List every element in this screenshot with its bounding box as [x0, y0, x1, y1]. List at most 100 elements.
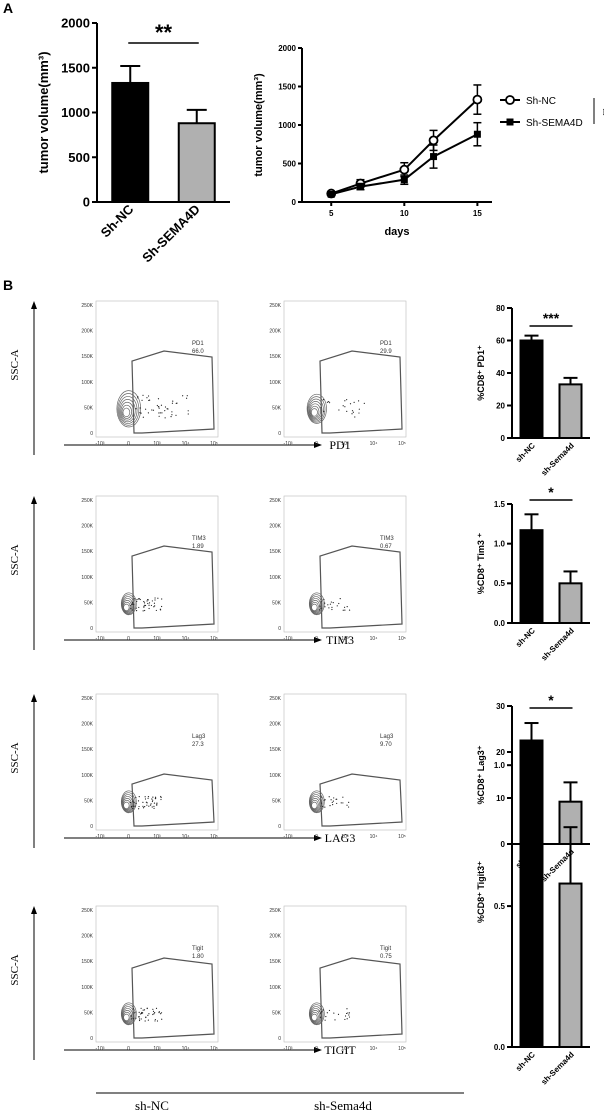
- density-contour: [309, 403, 321, 419]
- density-contour: [121, 1006, 135, 1024]
- event-dot: [164, 417, 166, 419]
- event-dot: [157, 597, 159, 599]
- flow-y-tick-label: 50K: [272, 600, 282, 606]
- event-dot: [134, 598, 136, 600]
- event-dot: [154, 605, 156, 607]
- data-point: [327, 190, 335, 198]
- event-dot: [142, 801, 144, 803]
- bar-sh-nc: [111, 81, 150, 203]
- event-dot: [160, 795, 162, 798]
- group-label-sh-sema4d: sh-Sema4d: [314, 1098, 372, 1113]
- density-contour: [309, 792, 324, 813]
- flow-y-tick-label: 200K: [269, 329, 281, 335]
- flow-x-tick-label: 10³: [153, 636, 161, 642]
- event-dot: [138, 805, 140, 808]
- event-dot: [155, 609, 157, 612]
- bar-sh-sema4d: [558, 882, 583, 1049]
- category-label: sh-NC: [514, 1050, 537, 1073]
- event-dot: [154, 597, 156, 599]
- panel-label-a: A: [3, 0, 13, 16]
- density-contour: [121, 792, 136, 813]
- event-dot: [348, 801, 350, 804]
- plot-frame: [283, 693, 407, 831]
- event-dot: [358, 412, 360, 414]
- y-tick-label: 500: [68, 150, 90, 165]
- y-tick-label: 2000: [61, 16, 90, 31]
- density-contour: [308, 790, 325, 814]
- event-dot: [344, 406, 346, 408]
- event-dot: [153, 1013, 155, 1015]
- event-dot: [138, 796, 140, 798]
- flow-y-tick-label: 0: [90, 431, 93, 437]
- gate-name: TIM3: [192, 536, 206, 542]
- flow-y-tick-label: 0: [278, 824, 281, 830]
- flow-x-tick-label: 10⁵: [210, 834, 218, 840]
- gate-percentage: 1.80: [192, 954, 204, 960]
- marker-label: TIM3: [326, 633, 354, 647]
- line-chart-a2: 0 500 1000 1500 2000 5 10 15 days tumor volume(mm…: [253, 44, 604, 238]
- event-dot: [156, 803, 158, 805]
- y-tick-label: 1500: [278, 83, 296, 92]
- y-tick-label: 0: [292, 198, 297, 207]
- flow-y-tick-label: 50K: [84, 1010, 94, 1016]
- arrow-head: [314, 835, 322, 841]
- density-contour: [310, 799, 319, 810]
- gate-percentage: 1.89: [192, 544, 204, 550]
- flow-y-tick-label: 250K: [269, 303, 281, 309]
- event-dot: [153, 805, 155, 807]
- category-label: sh-Sema4d: [539, 626, 576, 663]
- category-label: sh-Sema4d: [539, 1050, 576, 1087]
- group-label-sh-nc: sh-NC: [135, 1098, 169, 1113]
- data-point: [400, 176, 408, 184]
- density-contour: [310, 601, 319, 612]
- event-dot: [132, 1008, 135, 1010]
- event-dot: [154, 1020, 156, 1022]
- event-dot: [358, 408, 360, 410]
- density-contour: [121, 1004, 136, 1025]
- y-tick-label: 2000: [278, 44, 296, 53]
- event-dot: [338, 409, 340, 411]
- event-dot: [153, 606, 155, 608]
- event-dot: [159, 412, 161, 414]
- event-dot: [137, 397, 139, 399]
- flow-y-tick-label: 50K: [84, 600, 94, 606]
- event-dot: [143, 602, 146, 604]
- event-dot: [140, 1018, 142, 1020]
- y-tick-label: 20: [496, 401, 505, 410]
- bar-sh-sema4d: [558, 383, 583, 439]
- event-dot: [320, 607, 322, 609]
- flow-x-tick-label: -10³: [96, 1046, 105, 1052]
- density-contour: [310, 797, 320, 811]
- event-dot: [158, 407, 160, 409]
- event-dot: [139, 598, 141, 601]
- event-dot: [143, 1009, 146, 1011]
- density-contour: [118, 396, 138, 424]
- gate-name: TIM3: [380, 536, 394, 542]
- event-dot: [339, 598, 341, 600]
- event-dot: [346, 1008, 348, 1010]
- bar-sh-sema4d: [177, 122, 216, 203]
- event-dot: [161, 412, 163, 414]
- flow-x-tick-label: 10⁵: [398, 834, 406, 840]
- event-dot: [324, 806, 326, 808]
- bar-sh-nc: [519, 529, 544, 624]
- flow-y-tick-label: 250K: [269, 696, 281, 702]
- y-tick-label: 0: [83, 195, 90, 210]
- y-tick-label: 1.0: [494, 539, 506, 548]
- event-dot: [161, 605, 163, 608]
- event-dot: [342, 609, 344, 611]
- event-dot: [332, 804, 334, 806]
- flow-y-tick-label: 0: [90, 626, 93, 632]
- density-contour: [310, 598, 322, 614]
- density-contour: [311, 1013, 318, 1022]
- event-dot: [145, 1016, 147, 1019]
- flow-x-tick-label: 10³: [341, 834, 349, 840]
- flow-x-tick-label: 10⁴: [182, 441, 190, 447]
- event-dot: [322, 399, 325, 401]
- flow-x-tick-label: 10⁴: [182, 834, 190, 840]
- flow-x-tick-label: 10³: [341, 441, 349, 447]
- event-dot: [347, 806, 350, 808]
